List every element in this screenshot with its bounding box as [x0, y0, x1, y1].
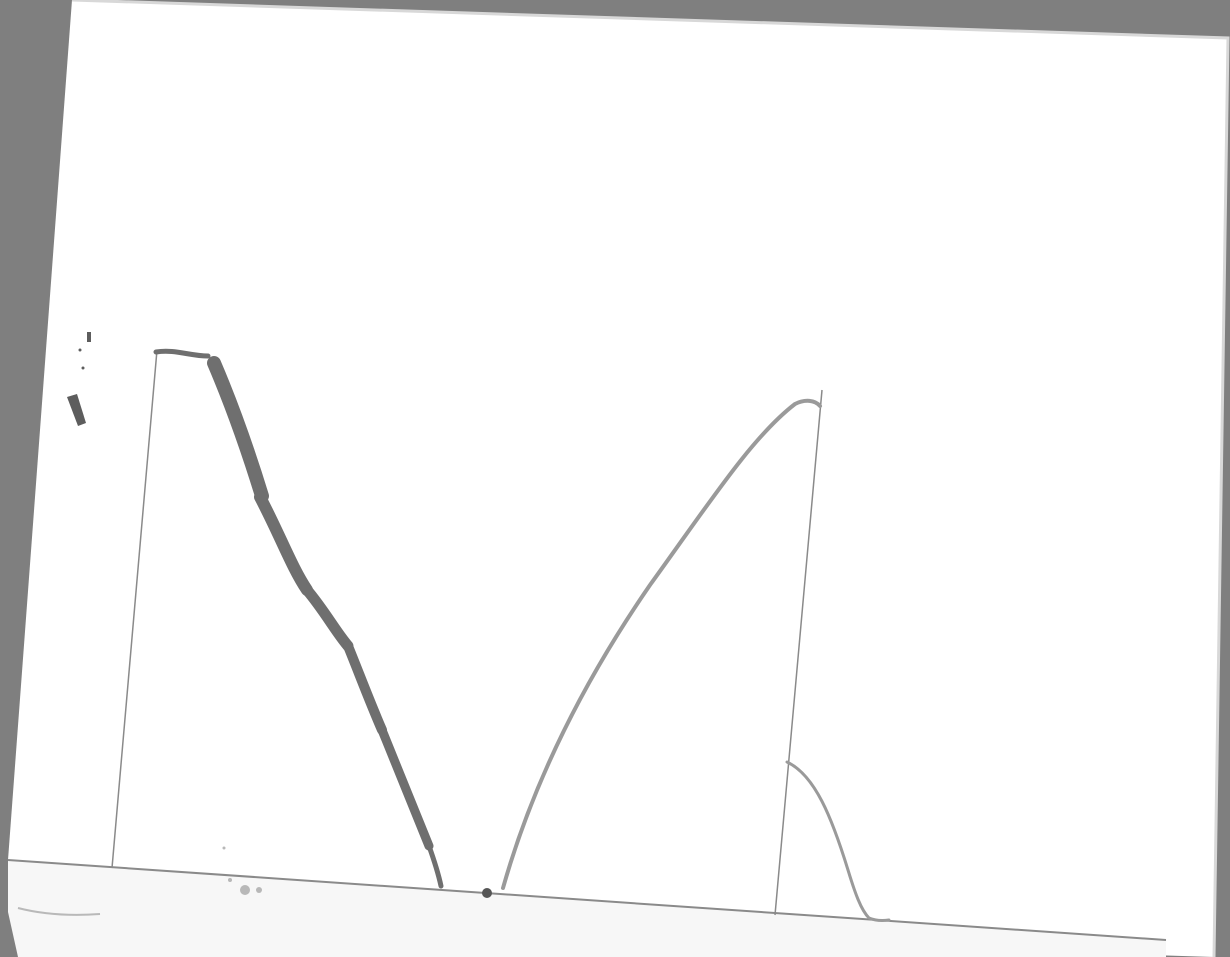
bottom-scan-artifact — [17, 907, 101, 916]
left-vertical-line — [111, 349, 158, 869]
ascending-curve — [501, 398, 822, 890]
lower-left-faint-marks — [222, 846, 262, 895]
left-margin-marks — [67, 332, 91, 426]
horizontal-baseline — [7, 859, 1167, 941]
paper-bottom-strip — [8, 860, 1166, 957]
right-vertical-line — [774, 389, 823, 916]
paper-sheet — [8, 0, 1228, 957]
paper-edge-top-right — [71, 0, 1230, 957]
baseline-smudge — [482, 888, 492, 898]
right-descending-curve — [785, 760, 891, 923]
descending-rough-curve — [153, 348, 444, 889]
